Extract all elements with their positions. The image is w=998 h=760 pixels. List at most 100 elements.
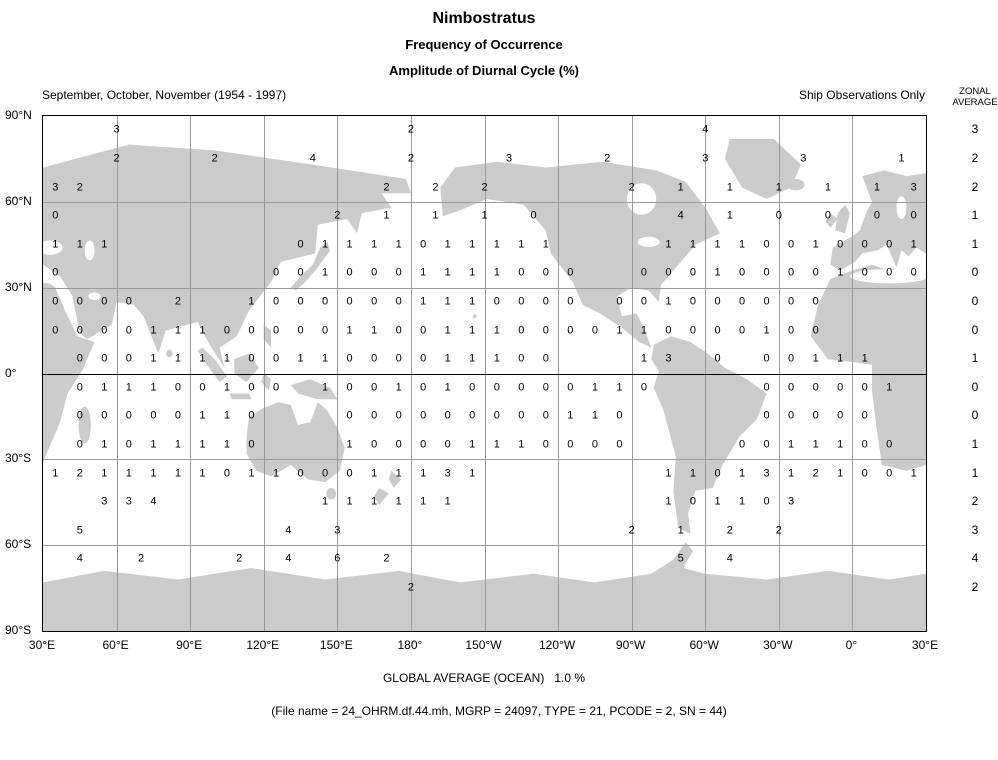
grid-value: 0 — [714, 324, 721, 337]
grid-value: 1 — [665, 238, 672, 251]
grid-value: 3 — [763, 467, 770, 480]
grid-value: 0 — [346, 467, 353, 480]
x-axis-label: 120°W — [539, 638, 576, 652]
grid-value: 1 — [738, 467, 746, 480]
grid-value: 3 — [444, 467, 451, 480]
grid-value: 0 — [272, 295, 280, 308]
gridline-horizontal — [43, 459, 926, 461]
grid-value: 0 — [861, 409, 868, 422]
grid-value: 0 — [861, 381, 868, 394]
zonal-average-value: 1 — [971, 351, 979, 366]
new-guinea — [290, 379, 338, 400]
grid-value: 2 — [76, 181, 83, 194]
grid-value: 1 — [677, 181, 684, 194]
grid-value: 3 — [334, 524, 341, 537]
grid-value: 1 — [910, 467, 917, 480]
grid-value: 5 — [677, 552, 684, 565]
grid-value: 0 — [763, 495, 770, 508]
grid-value: 0 — [272, 266, 280, 279]
grid-value: 2 — [407, 581, 414, 594]
grid-value: 2 — [407, 123, 414, 136]
grid-value: 1 — [726, 209, 733, 222]
grid-value: 1 — [371, 467, 378, 480]
grid-value: 0 — [420, 324, 427, 337]
zonal-average-value: 0 — [971, 379, 979, 394]
grid-value: 0 — [640, 295, 647, 308]
zonal-average-value: 1 — [971, 236, 979, 251]
grid-value: 0 — [346, 381, 353, 394]
grid-value: 0 — [665, 324, 672, 337]
zonal-average-value: 4 — [971, 551, 979, 566]
grid-value: 1 — [714, 266, 721, 279]
grid-value: 0 — [738, 324, 746, 337]
x-axis-label: 60°W — [689, 638, 719, 652]
grid-value: 2 — [432, 181, 439, 194]
grid-value: 1 — [469, 295, 476, 308]
grid-value: 1 — [738, 238, 746, 251]
grid-value: 2 — [76, 467, 83, 480]
new-zealand-north — [388, 470, 402, 488]
grid-value: 0 — [518, 295, 525, 308]
grid-value: 0 — [812, 324, 819, 337]
grid-value: 0 — [788, 295, 795, 308]
grid-value: 0 — [395, 352, 402, 365]
grid-value: 4 — [285, 524, 292, 537]
grid-value: 1 — [837, 467, 844, 480]
grid-value: 1 — [665, 295, 672, 308]
grid-value: 1 — [432, 209, 439, 222]
grid-value: 0 — [125, 409, 132, 422]
grid-value: 3 — [113, 123, 120, 136]
grid-value: 2 — [628, 524, 635, 537]
grid-value: 0 — [530, 209, 537, 222]
grid-value: 1 — [689, 238, 697, 251]
grid-value: 0 — [371, 409, 378, 422]
world-map-plot: 3 2 4 2 2 4 2 3 2 3 3 1 3 2 2 2 2 2 1 1 1 1 1 3 0 2 1 1 1 0 4 1 0 0 0 0 1 1 1 0… — [42, 115, 927, 632]
grid-value: 1 — [346, 438, 353, 451]
grid-value: 0 — [272, 381, 280, 394]
grid-value: 0 — [272, 324, 280, 337]
grid-value: 0 — [322, 295, 329, 308]
grid-value: 0 — [763, 381, 770, 394]
grid-value: 0 — [395, 409, 402, 422]
grid-value: 0 — [812, 381, 819, 394]
grid-value: 1 — [640, 324, 647, 337]
grid-value: 0 — [886, 467, 893, 480]
grid-value: 0 — [591, 438, 598, 451]
grid-value: 0 — [76, 352, 83, 365]
y-axis-label: 60°N — [5, 193, 32, 208]
grid-value: 1 — [518, 238, 525, 251]
grid-value: 0 — [76, 381, 83, 394]
grid-value: 0 — [371, 352, 378, 365]
grid-value: 1 — [199, 467, 206, 480]
grid-value: 1 — [837, 352, 844, 365]
grid-value: 0 — [567, 381, 574, 394]
australia-landmass — [246, 402, 345, 483]
grid-value: 0 — [469, 409, 476, 422]
grid-value: 1 — [420, 295, 427, 308]
grid-value: 0 — [518, 381, 525, 394]
grid-value: 1 — [493, 438, 500, 451]
grid-value: 0 — [101, 295, 108, 308]
x-axis-label: 60°E — [102, 638, 129, 652]
grid-value: 2 — [236, 552, 243, 565]
grid-value: 1 — [469, 266, 476, 279]
grid-value: 0 — [714, 352, 721, 365]
grid-value: 2 — [113, 152, 120, 165]
season-period-label: September, October, November (1954 - 199… — [42, 88, 287, 102]
grid-value: 1 — [812, 352, 819, 365]
gridline-horizontal — [43, 545, 926, 547]
grid-value: 0 — [420, 409, 427, 422]
grid-value: 1 — [199, 352, 206, 365]
java — [229, 393, 252, 400]
grid-value: 1 — [248, 467, 255, 480]
grid-value: 1 — [616, 381, 623, 394]
mediterranean-sea — [849, 269, 926, 284]
grid-value: 1 — [812, 238, 819, 251]
grid-value: 0 — [861, 438, 868, 451]
grid-value: 1 — [910, 238, 917, 251]
y-axis-label: 30°N — [5, 279, 32, 294]
grid-value: 0 — [346, 352, 353, 365]
grid-value: 0 — [125, 438, 132, 451]
grid-value: 1 — [346, 495, 353, 508]
